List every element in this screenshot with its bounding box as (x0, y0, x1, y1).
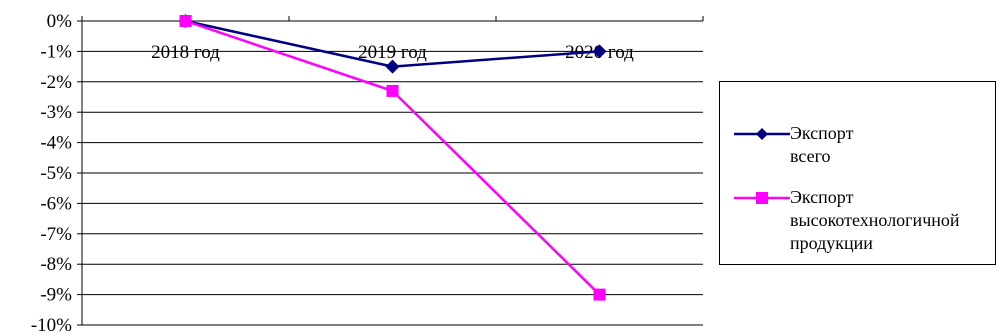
data-point-diamond (592, 44, 607, 59)
y-tick-label: -6% (40, 193, 72, 214)
legend: Экспорт всего Экспорт высокотехнологично… (719, 81, 996, 265)
data-point-square (593, 288, 606, 301)
axes (77, 16, 704, 326)
category-label: 2019 год (358, 42, 427, 63)
y-tick-label: -8% (40, 254, 72, 275)
category-labels: 2018 год 2019 год 2020 год (151, 42, 634, 63)
legend-label-export-hightech: Экспорт высокотехнологичной продукции (790, 187, 960, 253)
legend-label-export-total: Экспорт всего (790, 123, 854, 166)
y-tick-label: -9% (40, 285, 72, 306)
y-tick-label: 0% (47, 11, 73, 32)
data-point-square (179, 15, 192, 27)
y-tick-label: -3% (40, 102, 72, 123)
legend-marker-square-icon (734, 192, 790, 204)
y-tick-label: -7% (40, 224, 72, 245)
data-point-square (386, 84, 399, 97)
y-tick-label: -1% (40, 41, 72, 62)
y-tick-labels: 0% -1% -2% -3% -4% -5% -6% -7% -8% -9% -10% (31, 11, 72, 333)
y-tick-label: -2% (40, 72, 72, 93)
y-tick-label: -4% (40, 133, 72, 154)
category-label: 2018 год (151, 42, 220, 63)
series (178, 14, 607, 301)
y-tick-label: -5% (40, 163, 72, 184)
data-point-diamond (385, 59, 400, 74)
legend-marker-diamond-icon (734, 128, 790, 140)
y-tick-label: -10% (31, 315, 72, 333)
